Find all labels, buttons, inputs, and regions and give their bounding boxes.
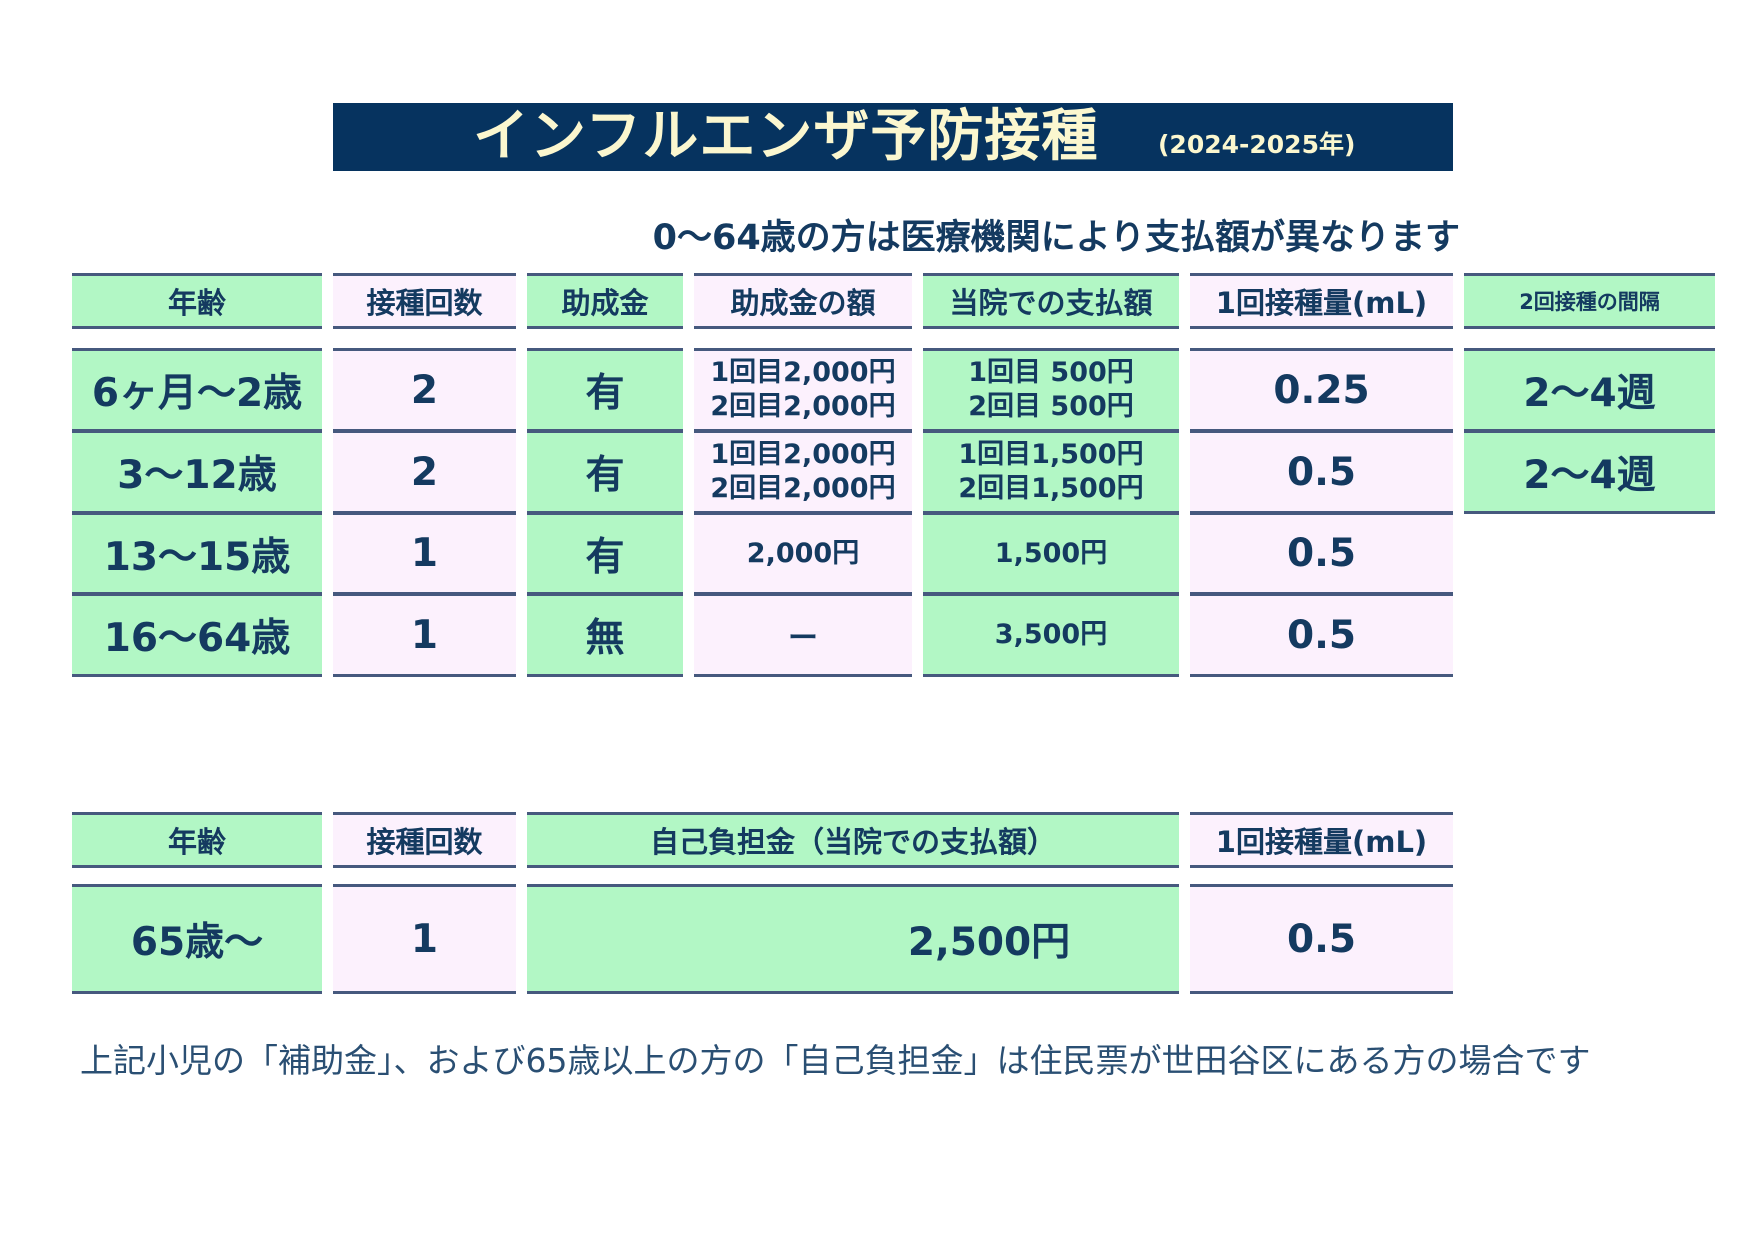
- header-age: 年齢: [72, 273, 322, 329]
- row1-payment-2: 2回目 500円: [968, 391, 1134, 422]
- header-interval: 2回接種の間隔: [1464, 273, 1715, 329]
- t2-row-payment: 2,500円: [527, 884, 1179, 994]
- page-title: インフルエンザ予防接種: [473, 104, 1099, 169]
- row1-count: 2: [333, 348, 516, 432]
- header-subsidy-amount: 助成金の額: [694, 273, 912, 329]
- row3-payment-1: 1,500円: [994, 537, 1108, 569]
- t2-row-count: 1: [333, 884, 516, 994]
- row3-subsidy: 有: [527, 512, 683, 595]
- row2-payment: 1回目1,500円 2回目1,500円: [923, 430, 1179, 514]
- price-notice: 0～64歳の方は医療機関により支払額が異なります: [652, 218, 1460, 258]
- row2-dose: 0.5: [1190, 430, 1453, 514]
- t2-header-age: 年齢: [72, 812, 322, 868]
- t2-header-dose: 1回接種量(mL): [1190, 812, 1453, 868]
- row2-age: 3～12歳: [72, 430, 322, 514]
- row1-subsidy-amount-1: 1回目2,000円: [710, 357, 896, 388]
- t2-header-payment: 自己負担金（当院での支払額）: [527, 812, 1179, 868]
- row1-subsidy-amount: 1回目2,000円 2回目2,000円: [694, 348, 912, 432]
- row1-payment-1: 1回目 500円: [968, 357, 1134, 388]
- row2-payment-1: 1回目1,500円: [958, 439, 1144, 470]
- row3-age: 13～15歳: [72, 512, 322, 595]
- row1-dose: 0.25: [1190, 348, 1453, 432]
- header-count: 接種回数: [333, 273, 516, 329]
- row1-interval: 2～4週: [1464, 348, 1715, 432]
- row4-subsidy-amount: ー: [694, 593, 912, 677]
- row4-payment-1: 3,500円: [994, 619, 1108, 650]
- row4-subsidy-amount-1: ー: [788, 621, 818, 656]
- row4-subsidy: 無: [527, 593, 683, 677]
- row4-age: 16～64歳: [72, 593, 322, 677]
- row3-subsidy-amount-1: 2,000円: [746, 537, 860, 569]
- season-year: (2024-2025年): [1158, 130, 1356, 159]
- t2-row-dose: 0.5: [1190, 884, 1453, 994]
- row2-subsidy-amount-1: 1回目2,000円: [710, 439, 896, 470]
- header-payment: 当院での支払額: [923, 273, 1179, 329]
- row1-subsidy: 有: [527, 348, 683, 432]
- row2-subsidy-amount: 1回目2,000円 2回目2,000円: [694, 430, 912, 514]
- row3-count: 1: [333, 512, 516, 595]
- row2-count: 2: [333, 430, 516, 514]
- t2-header-count: 接種回数: [333, 812, 516, 868]
- row2-interval: 2～4週: [1464, 430, 1715, 514]
- row1-age: 6ヶ月～2歳: [72, 348, 322, 432]
- t2-row-age: 65歳～: [72, 884, 322, 994]
- row3-dose: 0.5: [1190, 512, 1453, 595]
- header-subsidy: 助成金: [527, 273, 683, 329]
- row4-dose: 0.5: [1190, 593, 1453, 677]
- title-banner: インフルエンザ予防接種 (2024-2025年): [333, 103, 1453, 171]
- t2-row-payment-value: 2,500円: [907, 920, 1071, 965]
- row1-payment: 1回目 500円 2回目 500円: [923, 348, 1179, 432]
- row2-subsidy: 有: [527, 430, 683, 514]
- row3-payment: 1,500円: [923, 512, 1179, 595]
- header-dose: 1回接種量(mL): [1190, 273, 1453, 329]
- row4-count: 1: [333, 593, 516, 677]
- row1-subsidy-amount-2: 2回目2,000円: [710, 391, 896, 422]
- row2-subsidy-amount-2: 2回目2,000円: [710, 473, 896, 504]
- row4-payment: 3,500円: [923, 593, 1179, 677]
- row3-subsidy-amount: 2,000円: [694, 512, 912, 595]
- row2-payment-2: 2回目1,500円: [958, 473, 1144, 504]
- footnote: 上記小児の「補助金」、および65歳以上の方の「自己負担金」は住民票が世田谷区にあ…: [80, 1041, 1591, 1080]
